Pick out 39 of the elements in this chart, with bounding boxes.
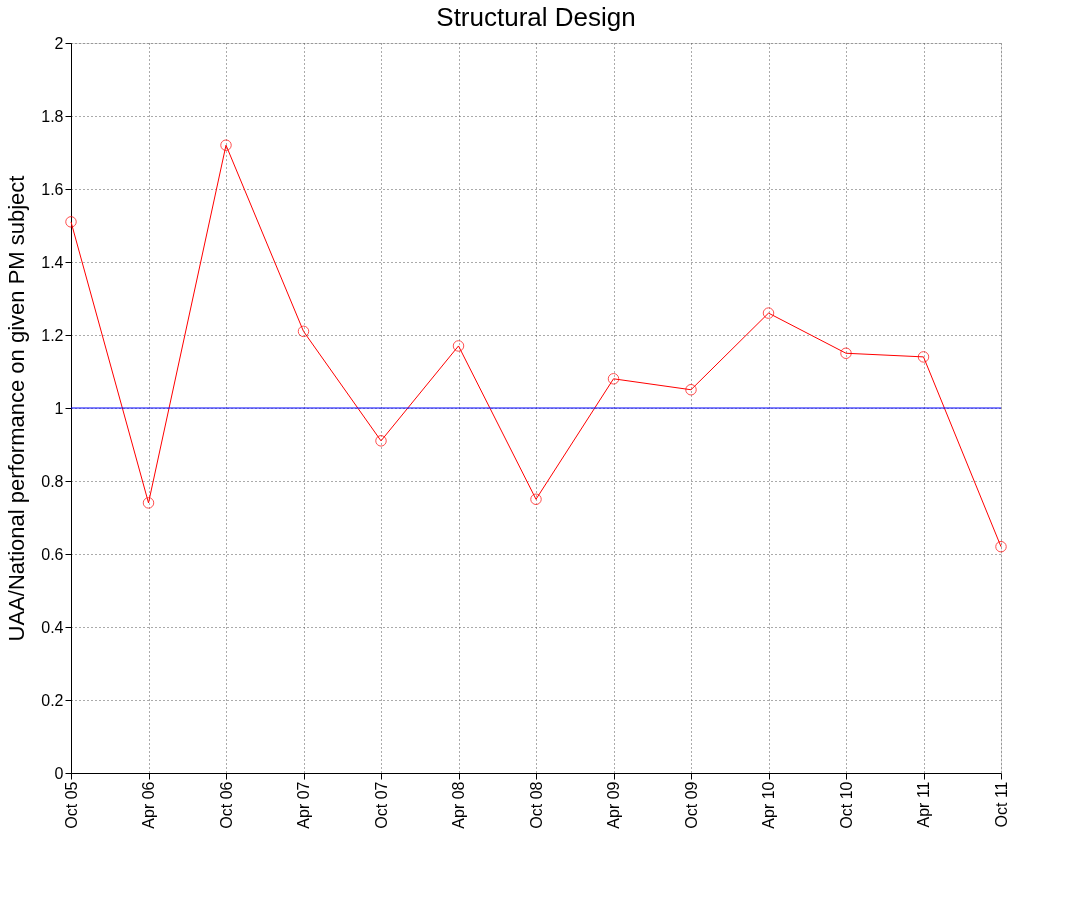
y-axis-title: UAA/National performance on given PM subject — [4, 175, 30, 642]
point — [685, 384, 697, 396]
point — [142, 497, 155, 509]
y-tick-label: 1.2 — [41, 326, 64, 344]
x-tick-label: Apr 06 — [140, 781, 157, 829]
point — [375, 435, 387, 447]
x-tick-label: Oct 05 — [62, 781, 80, 829]
point — [917, 351, 930, 363]
y-tick-label: 0.4 — [41, 618, 64, 636]
y-tick-label: 0.6 — [41, 545, 64, 563]
y-tick-label: 0.2 — [41, 691, 64, 709]
x-tick-label: Apr 07 — [295, 781, 312, 829]
x-tick-label: Oct 06 — [217, 781, 235, 829]
y-tick-label: 0.8 — [41, 472, 64, 490]
x-tick-label: Oct 11 — [992, 781, 1010, 828]
point — [220, 139, 232, 151]
point — [297, 325, 310, 338]
y-tick-label: 1.8 — [41, 107, 64, 125]
x-tick-label: Apr 09 — [605, 781, 622, 829]
x-tick-label: Apr 10 — [760, 781, 777, 829]
x-tick-label: Apr 08 — [450, 781, 467, 829]
x-tick-label: Oct 08 — [527, 781, 545, 829]
x-tick-label: Apr 11 — [915, 781, 932, 828]
x-tick-label: Oct 10 — [837, 781, 855, 829]
point — [607, 373, 620, 385]
y-tick-label: 0 — [54, 764, 64, 782]
chart-title: Structural Design — [436, 2, 636, 32]
y-tick-label: 1.4 — [41, 253, 64, 271]
y-tick-label: 1 — [54, 399, 64, 417]
y-tick-label: 1.6 — [41, 180, 64, 198]
y-tick-label: 2 — [54, 34, 64, 52]
point — [452, 340, 465, 352]
x-tick-label: Oct 07 — [372, 781, 390, 829]
point — [840, 347, 852, 359]
point — [995, 540, 1007, 553]
point — [762, 307, 775, 319]
point — [530, 493, 542, 505]
x-tick-label: Oct 09 — [682, 781, 700, 829]
point — [65, 216, 77, 228]
